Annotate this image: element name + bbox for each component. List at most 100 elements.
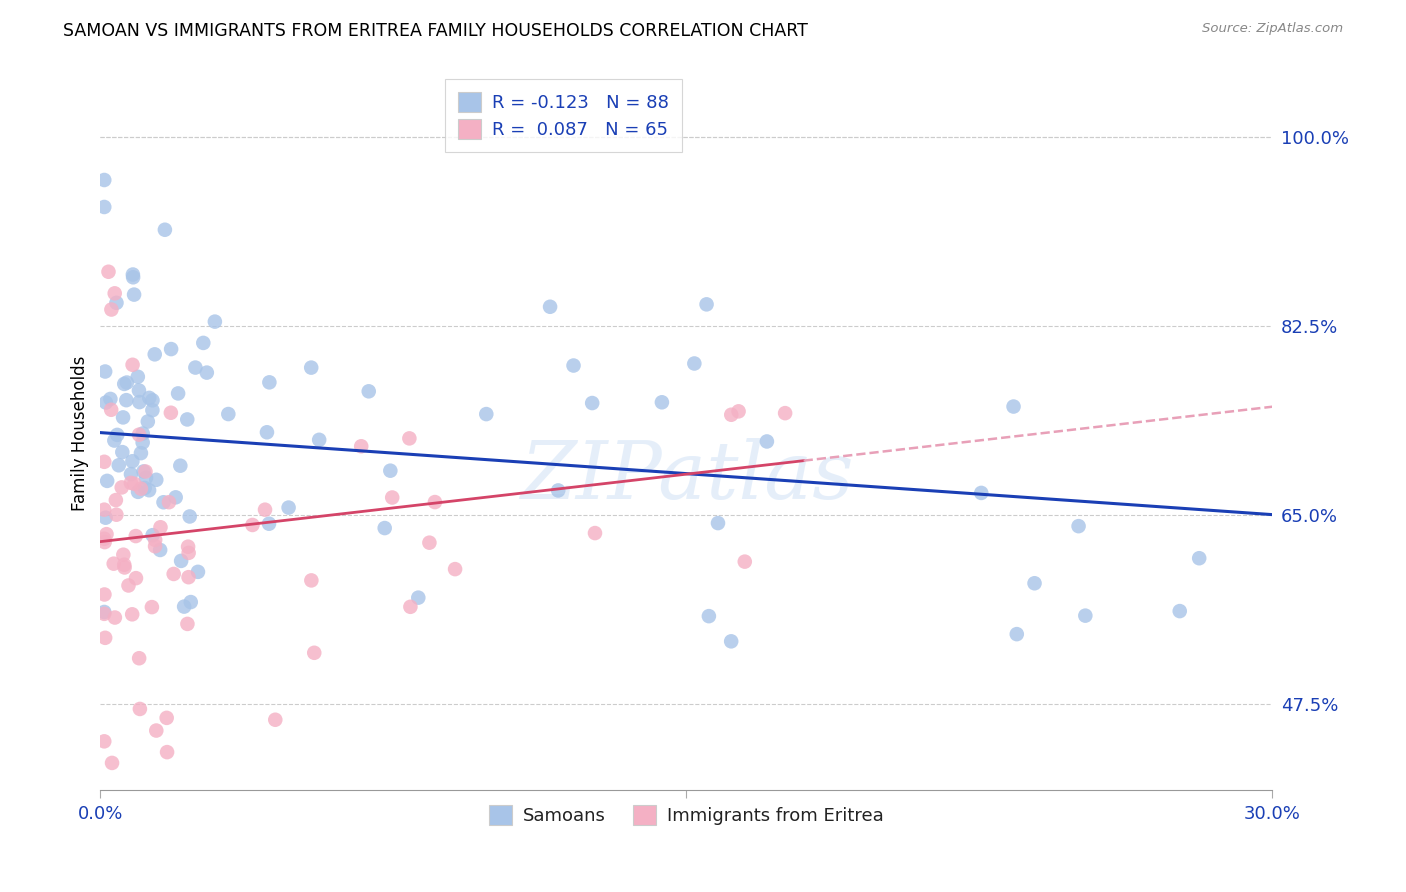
Y-axis label: Family Households: Family Households (72, 356, 89, 511)
Point (105, 508, 128, 522)
Point (100, 302, 122, 317)
Point (138, 391, 160, 405)
Point (184, 360, 207, 375)
Point (195, 366, 218, 380)
Point (125, 571, 148, 585)
Point (170, 554, 193, 568)
Point (204, 315, 226, 329)
Point (111, 445, 134, 459)
Point (259, 376, 281, 390)
Point (120, 467, 142, 482)
Point (707, 516, 730, 530)
Point (128, 702, 150, 716)
Point (141, 403, 163, 417)
Point (697, 609, 720, 624)
Point (134, 481, 156, 495)
Point (475, 407, 498, 421)
Point (277, 500, 299, 515)
Point (112, 410, 135, 425)
Point (1024, 576, 1046, 591)
Point (264, 713, 287, 727)
Point (173, 599, 195, 614)
Point (131, 435, 153, 450)
Point (124, 476, 146, 491)
Point (112, 548, 135, 562)
Point (1168, 604, 1191, 618)
Text: ZIPatlas: ZIPatlas (520, 438, 853, 516)
Point (121, 358, 143, 372)
Point (96, 474, 118, 488)
Point (193, 335, 215, 350)
Text: SAMOAN VS IMMIGRANTS FROM ERITREA FAMILY HOUSEHOLDS CORRELATION CHART: SAMOAN VS IMMIGRANTS FROM ERITREA FAMILY… (63, 22, 808, 40)
Point (1002, 400, 1025, 414)
Point (187, 565, 209, 579)
Point (179, 509, 201, 524)
Point (308, 433, 330, 447)
Point (93, 455, 115, 469)
Point (167, 386, 190, 401)
Point (773, 406, 796, 420)
Point (651, 395, 673, 409)
Point (257, 516, 280, 531)
Point (93, 607, 115, 621)
Point (132, 465, 155, 479)
Point (103, 557, 125, 571)
Point (104, 493, 127, 508)
Point (122, 270, 145, 285)
Point (142, 528, 165, 542)
Point (120, 475, 142, 490)
Point (304, 646, 326, 660)
Point (104, 610, 127, 624)
Point (115, 376, 138, 390)
Point (381, 491, 404, 505)
Point (127, 369, 149, 384)
Point (93, 587, 115, 601)
Point (105, 428, 128, 442)
Point (93, 605, 115, 619)
Point (105, 295, 128, 310)
Point (143, 539, 166, 553)
Point (143, 347, 166, 361)
Point (115, 393, 138, 408)
Point (165, 491, 187, 505)
Point (583, 526, 606, 541)
Point (111, 480, 134, 494)
Point (96, 527, 118, 541)
Point (299, 574, 322, 588)
Text: Source: ZipAtlas.com: Source: ZipAtlas.com (1202, 22, 1343, 36)
Point (299, 360, 322, 375)
Point (169, 458, 191, 473)
Point (121, 454, 143, 468)
Point (970, 486, 993, 500)
Point (129, 482, 152, 496)
Point (380, 464, 402, 478)
Point (93, 200, 115, 214)
Point (242, 518, 264, 533)
Point (153, 223, 176, 237)
Point (444, 562, 467, 576)
Point (156, 745, 179, 759)
Point (562, 359, 585, 373)
Point (734, 555, 756, 569)
Point (129, 446, 152, 460)
Point (128, 384, 150, 398)
Point (163, 566, 186, 581)
Point (374, 521, 396, 535)
Point (177, 546, 200, 560)
Point (160, 342, 183, 356)
Point (180, 595, 202, 609)
Point (141, 393, 163, 408)
Point (112, 376, 135, 391)
Point (157, 495, 180, 509)
Point (122, 287, 145, 301)
Point (121, 607, 143, 622)
Point (128, 427, 150, 442)
Point (176, 412, 198, 426)
Point (122, 268, 145, 282)
Point (408, 591, 430, 605)
Point (112, 558, 135, 572)
Point (94, 364, 117, 378)
Point (1074, 608, 1097, 623)
Point (136, 415, 159, 429)
Point (94, 395, 117, 409)
